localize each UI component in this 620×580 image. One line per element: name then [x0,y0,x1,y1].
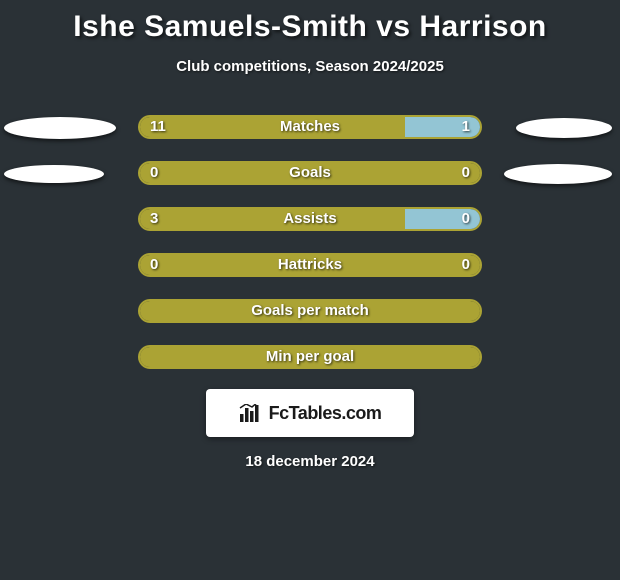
stat-bar: 30Assists [138,207,482,231]
stats-chart: 111Matches 00Goals 30Assists 00Hattricks Goa… [0,115,620,369]
player-left-ellipse [4,165,104,183]
logo-text: FcTables.com [269,403,382,424]
stat-row: Min per goal [0,345,620,369]
player-right-ellipse [504,164,612,184]
bar-chart-icon [239,404,263,422]
stat-bar: 00Hattricks [138,253,482,277]
player-right-ellipse [516,118,612,138]
stat-label: Assists [140,210,480,227]
stat-label: Goals per match [140,302,480,319]
stat-label: Hattricks [140,256,480,273]
stat-row: 00Hattricks [0,253,620,277]
stat-label: Min per goal [140,348,480,365]
stat-label: Goals [140,164,480,181]
stat-row: Goals per match [0,299,620,323]
date-label: 18 december 2024 [0,453,620,470]
stat-bar: Min per goal [138,345,482,369]
subtitle: Club competitions, Season 2024/2025 [0,58,620,75]
stat-bar: 00Goals [138,161,482,185]
fctables-logo: FcTables.com [206,389,414,437]
stat-row: 00Goals [0,161,620,185]
player-left-ellipse [4,117,116,139]
stat-bar: Goals per match [138,299,482,323]
page-title: Ishe Samuels-Smith vs Harrison [0,0,620,44]
stat-bar: 111Matches [138,115,482,139]
stat-row: 111Matches [0,115,620,139]
stat-row: 30Assists [0,207,620,231]
stat-label: Matches [140,118,480,135]
